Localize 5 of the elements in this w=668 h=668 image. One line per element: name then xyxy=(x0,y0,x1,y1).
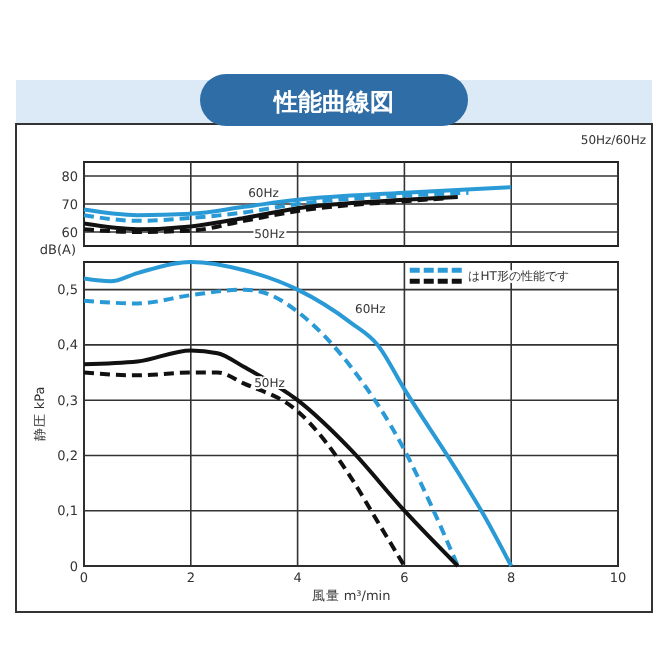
chart-title: 性能曲線図 xyxy=(272,88,394,116)
line-series xyxy=(82,370,407,568)
line-series xyxy=(82,185,514,218)
line-series xyxy=(82,287,460,568)
line-series xyxy=(82,348,460,568)
